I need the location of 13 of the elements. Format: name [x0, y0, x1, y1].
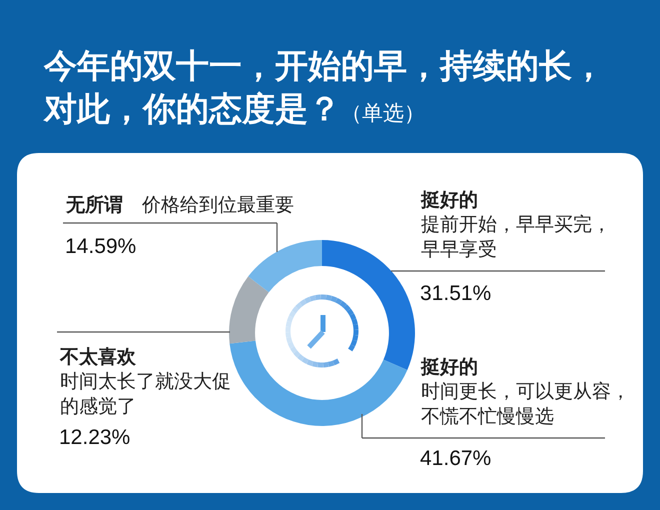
slice-label: 挺好的提前开始，早早买完，早早享受 — [420, 189, 611, 260]
donut-slice — [229, 276, 269, 344]
slice-label: 不太喜欢时间太长了就没大促的感觉了 — [59, 346, 231, 418]
donut-slice — [248, 240, 322, 292]
donut-slice — [322, 240, 415, 370]
slice-label: 挺好的时间更长，可以更从容，不慌不忙慢慢选 — [420, 356, 630, 428]
data-label: 31.51% — [420, 282, 492, 305]
chart-subtitle: （单选） — [341, 100, 425, 125]
slice-label: 无所谓 价格给到位最重要 — [65, 194, 294, 216]
data-label: 41.67% — [420, 447, 492, 470]
data-label: 12.23% — [59, 426, 130, 449]
donut-slice — [230, 340, 408, 426]
data-label: 14.59% — [65, 235, 136, 258]
